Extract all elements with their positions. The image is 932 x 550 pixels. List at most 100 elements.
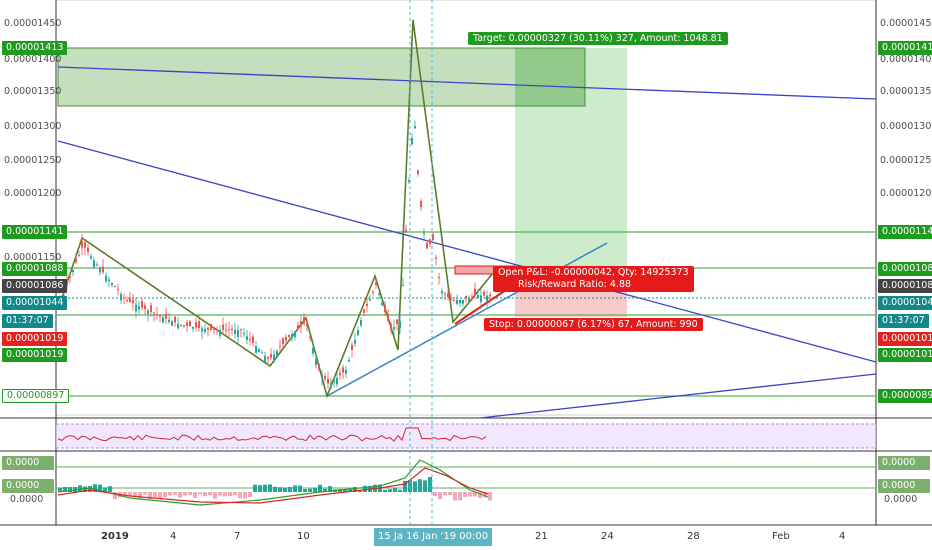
candle-body [327,378,329,384]
macd-tag-left: 0.0000 [2,479,54,493]
price-scale-label-left: 0.00001350 [4,86,62,97]
candle-body [273,354,275,361]
candle-body [333,380,335,382]
macd-histogram-bar [63,486,67,492]
candle-body [162,317,164,323]
target-label[interactable]: Target: 0.00000327 (30.11%) 327, Amount:… [468,32,728,45]
macd-histogram-bar [113,492,117,499]
macd-histogram-bar [463,492,467,498]
candle-body [297,325,299,329]
candle-body [471,296,473,298]
candle-body [342,367,344,373]
candle-body [477,295,479,298]
candle-body [375,282,377,285]
macd-histogram-bar [218,492,222,496]
candlestick-series[interactable] [60,120,491,390]
macd-tag-right: 0.0000 [878,456,930,470]
macd-histogram-bar [78,485,82,492]
candle-body [108,279,110,282]
candle-body [339,372,341,376]
candle-body [171,321,173,326]
macd-histogram-bar [173,492,177,495]
macd-histogram-bar [138,492,142,499]
candle-body [438,276,440,278]
target-zone[interactable] [515,48,627,265]
candle-body [312,347,314,354]
candle-body [84,242,86,248]
macd-histogram-bar [383,489,387,492]
stop-label[interactable]: Stop: 0.00000067 (6.17%) 67, Amount: 990 [484,318,703,331]
candle-body [453,299,455,301]
macd-histogram-bar [388,489,392,492]
candle-body [429,239,431,245]
macd-histogram-bar [488,492,492,501]
macd-histogram-bar [103,487,107,492]
price-scale-label-left: 0.00001200 [4,188,62,199]
candle-body [399,321,401,328]
candle-body [351,344,353,350]
price-tag-right: 0.00001141 [878,225,932,239]
macd-histogram-bar [308,488,312,492]
macd-histogram-bar [233,492,237,496]
candle-body [102,266,104,273]
macd-histogram-bar [343,489,347,492]
candle-body [360,320,362,326]
macd-histogram-bar [443,492,447,496]
candle-body [393,327,395,330]
time-axis-label: 4 [170,531,177,542]
candle-body [126,299,128,301]
macd-scale-label: 0.0000 [10,494,44,505]
macd-histogram-bar [148,492,152,499]
candle-body [141,301,143,308]
candle-body [261,352,263,354]
candle-body [207,327,209,330]
macd-histogram-bar [363,485,367,492]
candle-body [462,300,464,304]
candle-body [468,297,470,301]
macd-histogram-bar [143,492,147,495]
macd-histogram-bar [238,492,242,499]
candle-body [225,329,227,331]
candle-body [486,295,488,302]
trendline-descending[interactable] [57,140,877,363]
price-tag-left: 0.00001086 [2,279,68,293]
candle-body [444,293,446,295]
countdown-tag-right: 01:37:07 [878,314,929,328]
open-pl-text: Open P&L: -0.00000042, Qty: 14925373 [498,267,689,278]
macd-histogram-bar [408,479,412,492]
candle-body [357,330,359,336]
candle-body [213,327,215,330]
rsi-line [57,427,487,442]
macd-histogram-bar [398,489,402,492]
macd-histogram-bar [223,492,227,497]
zigzag-pattern[interactable] [61,19,494,399]
macd-histogram-bar [88,486,92,492]
macd-histogram-bar [328,486,332,492]
candle-body [378,294,380,295]
macd-histogram-bar [478,492,482,499]
macd-histogram-bar [153,492,157,498]
candle-body [150,305,152,312]
macd-scale-label: 0.0000 [884,494,918,505]
open-pl-label[interactable]: Open P&L: -0.00000042, Qty: 14925373 Ris… [493,266,694,292]
candle-body [129,298,131,302]
candle-body [87,247,89,252]
trendline-lower[interactable] [479,373,877,419]
macd-histogram-bar [273,486,277,492]
candle-body [183,325,185,327]
candle-body [228,329,230,331]
macd-tag-left: 0.0000 [2,456,54,470]
price-scale-label-right: 0.00001200 [880,188,932,199]
candle-body [459,300,461,304]
candle-body [270,353,272,358]
macd-histogram-bar [303,489,307,492]
price-tag-right: 0.00001413 [878,41,932,55]
macd-histogram-bar [123,492,127,498]
macd-histogram-bar [198,492,202,495]
trendline-upper[interactable] [57,66,877,100]
countdown-tag-left: 01:37:07 [2,314,53,328]
candle-body [432,234,434,240]
candle-body [204,329,206,333]
price-pane[interactable] [55,0,877,416]
